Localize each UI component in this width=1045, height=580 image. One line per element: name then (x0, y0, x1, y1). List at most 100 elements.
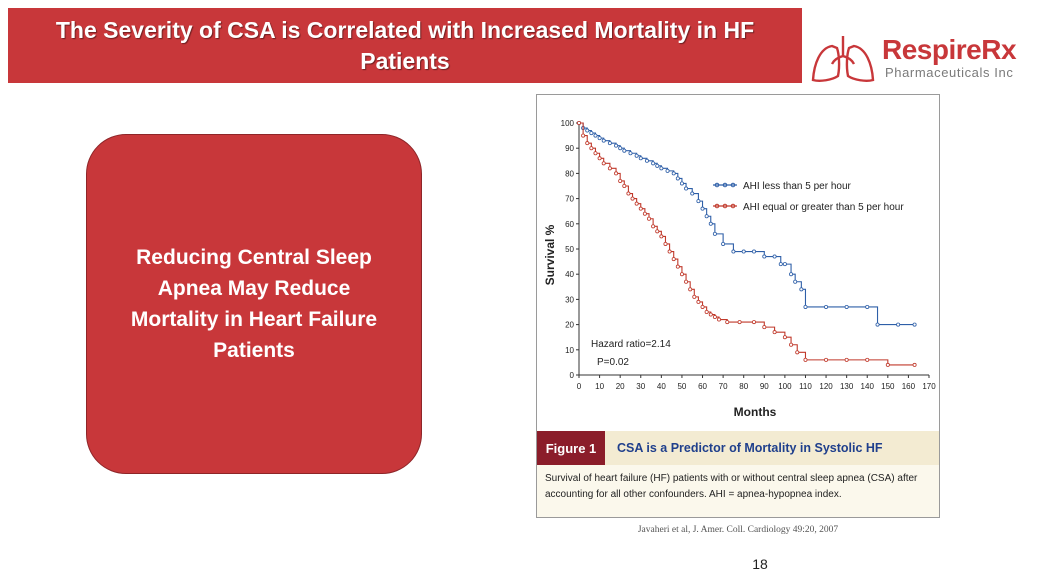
data-point-ahi-ge5 (651, 224, 656, 229)
x-tick-label: 50 (677, 382, 686, 391)
legend-marker-ahi-lt5 (714, 182, 720, 188)
y-tick-label: 10 (565, 346, 574, 355)
figure-header: Figure 1 CSA is a Predictor of Mortality… (537, 431, 939, 465)
data-point-ahi-ge5 (659, 234, 664, 239)
x-tick-label: 120 (819, 382, 833, 391)
data-point-ahi-lt5 (803, 304, 808, 309)
data-point-ahi-ge5 (671, 257, 676, 262)
data-point-ahi-lt5 (665, 168, 670, 173)
legend-label-ahi-ge5: AHI equal or greater than 5 per hour (743, 202, 904, 213)
data-point-ahi-ge5 (696, 299, 701, 304)
data-point-ahi-ge5 (789, 342, 794, 347)
data-point-ahi-lt5 (644, 158, 649, 163)
x-tick-label: 90 (760, 382, 769, 391)
data-point-ahi-lt5 (659, 166, 664, 171)
data-point-ahi-ge5 (762, 325, 767, 330)
x-tick-label: 80 (739, 382, 748, 391)
data-point-ahi-lt5 (708, 221, 713, 226)
data-point-ahi-ge5 (626, 191, 631, 196)
data-point-ahi-lt5 (618, 146, 623, 151)
data-point-ahi-lt5 (875, 322, 880, 327)
data-point-ahi-ge5 (865, 357, 870, 362)
data-point-ahi-ge5 (638, 206, 643, 211)
data-point-ahi-lt5 (628, 151, 633, 156)
figure-caption: Survival of heart failure (HF) patients … (537, 465, 939, 517)
data-point-ahi-ge5 (622, 184, 627, 189)
data-point-ahi-ge5 (667, 249, 672, 254)
legend-marker-ahi-ge5 (730, 203, 736, 209)
data-point-ahi-lt5 (789, 272, 794, 277)
y-tick-label: 90 (565, 144, 574, 153)
y-tick-label: 30 (565, 295, 574, 304)
y-tick-label: 40 (565, 270, 574, 279)
data-point-ahi-lt5 (824, 304, 829, 309)
x-tick-label: 30 (636, 382, 645, 391)
x-tick-label: 20 (616, 382, 625, 391)
data-point-ahi-ge5 (912, 362, 917, 367)
data-point-ahi-ge5 (618, 178, 623, 183)
data-point-ahi-ge5 (593, 151, 598, 156)
data-point-ahi-ge5 (824, 357, 829, 362)
chart-legend: AHI less than 5 per hour AHI equal or gr… (713, 181, 904, 213)
data-point-ahi-ge5 (655, 229, 660, 234)
p-value-annotation: P=0.02 (597, 357, 629, 368)
data-point-ahi-lt5 (671, 171, 676, 176)
data-point-ahi-lt5 (601, 138, 606, 143)
data-point-ahi-lt5 (741, 249, 746, 254)
data-point-ahi-lt5 (704, 214, 709, 219)
lungs-logo-icon (811, 36, 875, 82)
data-point-ahi-ge5 (679, 272, 684, 277)
data-point-ahi-lt5 (793, 279, 798, 284)
y-axis-label: Survival % (543, 224, 557, 285)
x-tick-label: 10 (595, 382, 604, 391)
data-point-ahi-ge5 (692, 294, 697, 299)
legend-marker-ahi-ge5 (722, 203, 728, 209)
x-tick-label: 70 (719, 382, 728, 391)
data-point-ahi-ge5 (647, 216, 652, 221)
data-point-ahi-ge5 (700, 304, 705, 309)
x-tick-label: 170 (922, 382, 936, 391)
data-point-ahi-ge5 (782, 335, 787, 340)
data-point-ahi-lt5 (844, 304, 849, 309)
hazard-ratio-annotation: Hazard ratio=2.14 (591, 339, 671, 350)
data-point-ahi-ge5 (688, 287, 693, 292)
data-point-ahi-ge5 (712, 315, 717, 320)
data-point-ahi-lt5 (731, 249, 736, 254)
data-point-ahi-lt5 (696, 199, 701, 204)
data-point-ahi-ge5 (737, 320, 742, 325)
data-point-ahi-lt5 (912, 322, 917, 327)
data-point-ahi-ge5 (601, 161, 606, 166)
data-point-ahi-ge5 (581, 133, 586, 138)
y-tick-label: 50 (565, 245, 574, 254)
y-tick-label: 20 (565, 321, 574, 330)
legend-marker-ahi-lt5 (730, 182, 736, 188)
data-point-ahi-ge5 (577, 120, 582, 125)
figure-label: Figure 1 (537, 431, 605, 465)
data-point-ahi-ge5 (630, 196, 635, 201)
data-point-ahi-lt5 (782, 262, 787, 267)
data-point-ahi-ge5 (844, 357, 849, 362)
x-tick-label: 60 (698, 382, 707, 391)
data-point-ahi-lt5 (762, 254, 767, 259)
data-point-ahi-lt5 (865, 304, 870, 309)
legend-marker-ahi-ge5 (714, 203, 720, 209)
y-tick-label: 80 (565, 169, 574, 178)
data-point-ahi-ge5 (607, 166, 612, 171)
data-point-ahi-ge5 (803, 357, 808, 362)
data-point-ahi-ge5 (704, 309, 709, 314)
x-tick-label: 150 (881, 382, 895, 391)
data-point-ahi-ge5 (597, 156, 602, 161)
data-point-ahi-ge5 (634, 201, 639, 206)
data-point-ahi-ge5 (725, 320, 730, 325)
x-tick-label: 160 (902, 382, 916, 391)
data-point-ahi-lt5 (721, 241, 726, 246)
slide-title: The Severity of CSA is Correlated with I… (55, 16, 755, 74)
data-point-ahi-ge5 (585, 141, 590, 146)
data-point-ahi-ge5 (795, 350, 800, 355)
company-logo: RespireRx Pharmaceuticals Inc (810, 32, 1042, 84)
callout-text: Reducing Central Sleep Apnea May Reduce … (130, 246, 378, 362)
data-point-ahi-lt5 (585, 128, 590, 133)
data-point-ahi-lt5 (778, 262, 783, 267)
data-point-ahi-lt5 (651, 161, 656, 166)
x-tick-label: 0 (577, 382, 582, 391)
